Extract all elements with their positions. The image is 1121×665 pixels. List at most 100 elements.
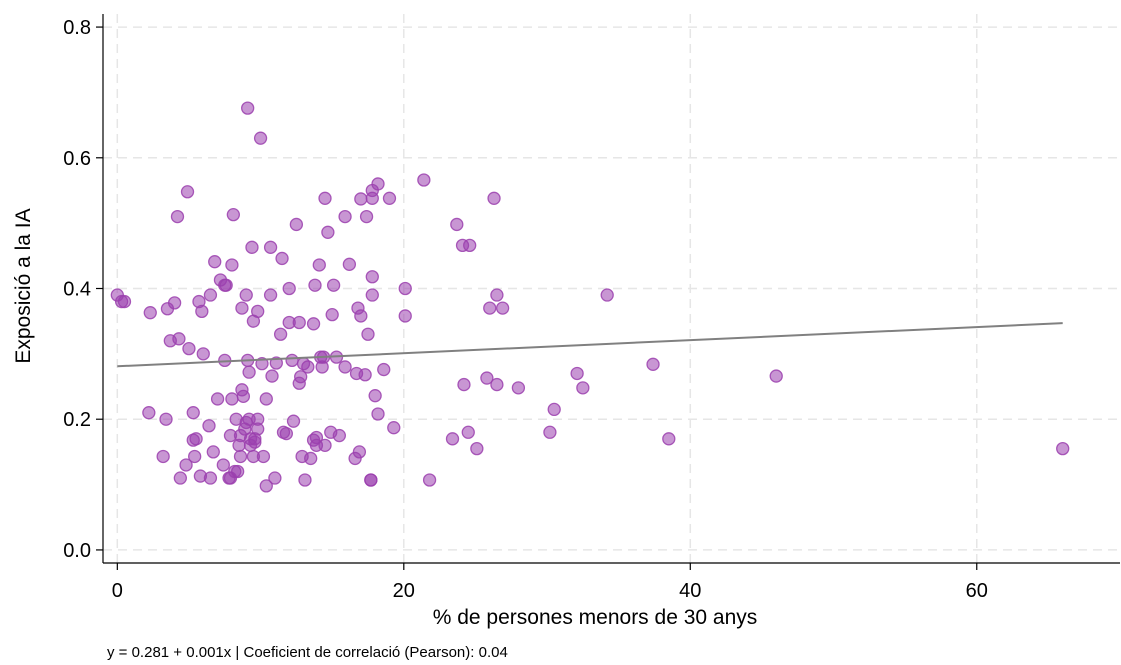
data-point-48 <box>235 301 249 315</box>
data-point-9 <box>167 296 182 310</box>
data-point-153 <box>543 425 557 439</box>
data-point-122 <box>361 327 375 341</box>
data-point-66 <box>251 412 265 426</box>
data-point-113 <box>342 257 357 271</box>
fit-line-group <box>117 322 1063 368</box>
data-point-150 <box>490 377 504 392</box>
data-point-14 <box>180 185 195 199</box>
data-point-19 <box>189 432 203 446</box>
data-point-70 <box>259 479 273 493</box>
data-point-111 <box>338 209 352 224</box>
data-point-151 <box>495 301 510 315</box>
data-point-147 <box>483 301 497 315</box>
data-point-137 <box>417 173 431 187</box>
data-point-126 <box>365 191 379 205</box>
data-point-119 <box>354 309 368 323</box>
data-point-91 <box>298 473 312 487</box>
data-point-135 <box>398 281 412 296</box>
fit-line <box>117 322 1063 368</box>
data-point-2 <box>117 294 132 309</box>
y-tick-label-0: 0.0 <box>63 540 91 562</box>
data-point-99 <box>312 258 326 272</box>
data-point-43 <box>230 464 245 479</box>
data-point-131 <box>371 177 385 191</box>
data-point-40 <box>226 207 240 222</box>
x-tick-label-1: 20 <box>393 580 415 602</box>
data-point-138 <box>422 473 437 487</box>
data-point-146 <box>480 371 494 385</box>
data-point-93 <box>304 451 318 466</box>
data-point-160 <box>769 369 783 383</box>
y-axis-label: Exposició a la IA <box>12 208 35 363</box>
data-point-144 <box>463 238 477 253</box>
data-point-107 <box>325 307 339 322</box>
y-tick-label-3: 0.6 <box>63 148 91 170</box>
data-point-88 <box>294 370 308 384</box>
data-point-28 <box>208 255 222 269</box>
data-point-120 <box>358 368 372 382</box>
y-tick-label-2: 0.4 <box>63 279 91 301</box>
data-point-127 <box>365 270 379 284</box>
data-point-124 <box>364 473 378 487</box>
data-point-143 <box>461 425 475 439</box>
data-point-145 <box>470 441 484 456</box>
data-point-27 <box>206 445 220 459</box>
data-point-121 <box>359 209 374 224</box>
grid <box>103 14 1120 563</box>
data-point-104 <box>318 191 332 205</box>
data-point-77 <box>273 327 288 341</box>
data-point-128 <box>365 288 379 302</box>
data-point-112 <box>338 360 352 374</box>
data-point-53 <box>241 101 255 115</box>
data-point-6 <box>159 412 173 426</box>
data-point-67 <box>253 131 268 145</box>
data-point-25 <box>203 471 218 485</box>
data-point-92 <box>301 360 315 374</box>
data-point-39 <box>225 392 239 406</box>
regression-note: y = 0.281 + 0.001x | Coeficient de corre… <box>107 644 508 661</box>
data-point-15 <box>182 341 196 356</box>
data-point-4 <box>142 406 156 420</box>
data-point-118 <box>354 192 368 206</box>
data-point-84 <box>286 414 301 428</box>
data-point-157 <box>600 288 614 302</box>
data-point-3 <box>143 306 157 320</box>
data-point-38 <box>225 258 239 272</box>
data-point-134 <box>387 421 401 435</box>
data-point-75 <box>268 471 282 485</box>
data-point-142 <box>457 377 471 392</box>
data-point-161 <box>1056 441 1070 456</box>
data-point-139 <box>445 432 460 446</box>
data-point-136 <box>398 309 412 323</box>
data-point-149 <box>490 288 504 302</box>
data-point-117 <box>352 445 367 459</box>
data-point-31 <box>216 458 230 472</box>
data-point-72 <box>263 288 278 302</box>
data-point-52 <box>239 288 253 302</box>
x-axis-label: % de persones menors de 30 anys <box>433 606 758 629</box>
data-point-12 <box>173 471 187 485</box>
data-point-85 <box>289 217 304 232</box>
data-point-80 <box>279 426 293 441</box>
x-tick-label-3: 60 <box>966 580 988 602</box>
data-point-86 <box>292 315 306 330</box>
data-point-45 <box>233 449 248 464</box>
data-point-156 <box>576 381 590 395</box>
y-tick-label-1: 0.2 <box>63 409 91 431</box>
data-point-105 <box>321 225 335 239</box>
data-point-81 <box>282 281 296 296</box>
data-point-108 <box>326 278 341 292</box>
data-point-158 <box>646 357 660 371</box>
data-point-18 <box>188 449 202 464</box>
data-point-29 <box>210 392 225 406</box>
data-point-95 <box>306 317 321 331</box>
x-tick-label-0: 0 <box>112 580 123 602</box>
data-point-159 <box>662 432 676 446</box>
data-point-83 <box>285 353 299 368</box>
data-point-140 <box>450 217 464 232</box>
x-tick-label-2: 40 <box>679 580 701 602</box>
data-point-73 <box>263 240 278 254</box>
data-point-154 <box>547 402 561 417</box>
data-point-24 <box>202 419 216 433</box>
data-point-10 <box>170 209 185 224</box>
